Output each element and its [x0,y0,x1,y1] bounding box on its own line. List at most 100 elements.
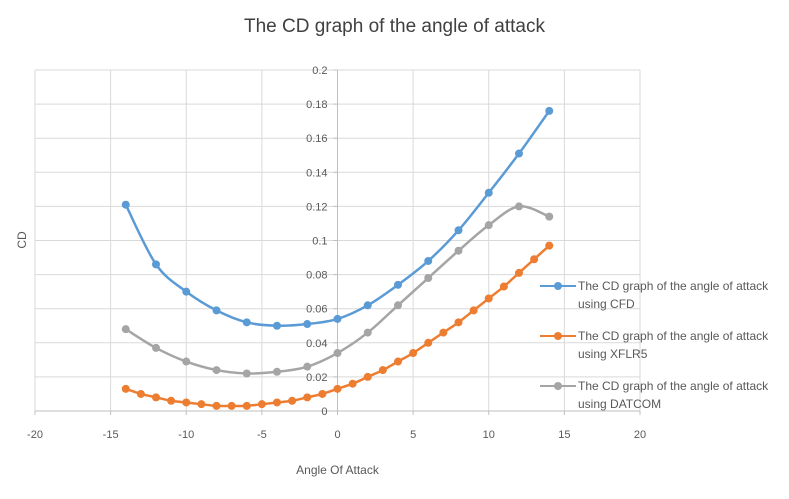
data-point [167,396,176,405]
y-tick-label: 0.08 [306,270,327,282]
data-point [499,282,508,291]
data-point [152,393,160,402]
data-point [378,366,387,375]
data-point [515,149,523,158]
data-point [424,256,433,265]
data-point [484,294,493,303]
y-tick-label: 0.2 [312,65,327,77]
data-point [182,287,191,296]
legend-label-cfd: The CD graph of the angle of attack usin… [578,279,769,311]
data-point [197,400,206,409]
data-point [121,325,130,334]
y-tick-label: 0.18 [306,99,327,111]
data-point [152,343,160,352]
data-point [394,301,402,310]
data-point [545,106,554,115]
y-tick-label: 0.02 [306,372,327,384]
y-tick-label: 0.1 [312,236,327,248]
x-tick-label: 0 [334,429,340,441]
data-point [242,318,251,327]
data-point [212,306,221,315]
x-tick-label: 5 [410,429,416,441]
data-point [212,366,221,375]
data-point [469,306,478,315]
data-point [515,268,523,277]
data-point [257,400,266,409]
data-point [318,389,327,398]
data-point [212,401,221,410]
data-point [348,379,357,388]
data-point [242,401,251,410]
chart-title: The CD graph of the angle of attack [243,16,545,37]
data-point [394,280,402,289]
series-1 [121,241,554,410]
y-tick-label: 0.04 [306,338,327,350]
x-tick-label: -20 [27,429,43,441]
series-2 [121,202,554,378]
y-tick-label: 0 [321,406,327,418]
legend-marker [554,332,562,340]
data-point [121,384,130,393]
series-layer [121,106,554,410]
legend-item-cfd: The CD graph of the angle of attack usin… [540,277,780,313]
legend-marker [554,382,562,390]
x-tick-label: 15 [558,429,570,441]
legend-swatch-cfd [540,281,576,291]
data-point [303,320,312,329]
data-point [409,349,418,358]
x-tick-label: 20 [634,429,646,441]
legend-item-datcom: The CD graph of the angle of attack usin… [540,377,780,413]
data-point [333,384,342,393]
x-tick-label: -5 [257,429,267,441]
y-axis-label: CD [15,231,29,249]
legend-swatch-xflr5 [540,331,576,341]
data-point [227,401,236,410]
data-point [333,349,342,358]
data-point [363,301,372,310]
data-point [454,226,463,235]
data-point [530,255,539,264]
y-tick-label: 0.12 [306,201,327,213]
data-point [454,246,463,255]
data-point [363,372,372,381]
y-tick-label: 0.06 [306,304,327,316]
data-point [288,396,297,405]
data-point [182,398,191,407]
legend-label-xflr5: The CD graph of the angle of attack usin… [578,329,769,361]
y-tick-label: 0.16 [306,133,327,145]
y-tick-label: 0.14 [306,167,327,179]
data-point [273,321,281,330]
data-point [454,318,463,327]
data-point [484,188,493,197]
x-tick-label: -15 [103,429,119,441]
data-point [303,393,312,402]
data-point [182,357,191,366]
data-point [515,202,523,211]
data-point [439,328,448,337]
data-point [136,389,145,398]
data-point [484,221,493,230]
x-axis-label: Angle Of Attack [296,463,379,477]
data-point [545,241,554,250]
data-point [303,362,312,371]
series-0 [121,106,554,330]
x-tick-label: -10 [178,429,194,441]
data-point [424,274,433,283]
legend-marker [554,282,562,290]
data-point [242,369,251,378]
legend-swatch-datcom [540,381,576,391]
data-point [121,200,130,209]
data-point [424,338,433,347]
data-point [333,314,342,323]
data-point [152,260,160,269]
data-point [363,328,372,337]
x-tick-label: 10 [483,429,495,441]
tick-labels: 0 0.02 0.04 0.06 0.08 0.1 0.12 0.14 0.16 0.18 0.2 -… [27,65,646,441]
legend-item-xflr5: The CD graph of the angle of attack usin… [540,327,780,363]
data-point [394,357,402,366]
data-point [545,212,554,221]
legend-label-datcom: The CD graph of the angle of attack usin… [578,379,769,411]
data-point [273,367,281,376]
data-point [273,398,281,407]
